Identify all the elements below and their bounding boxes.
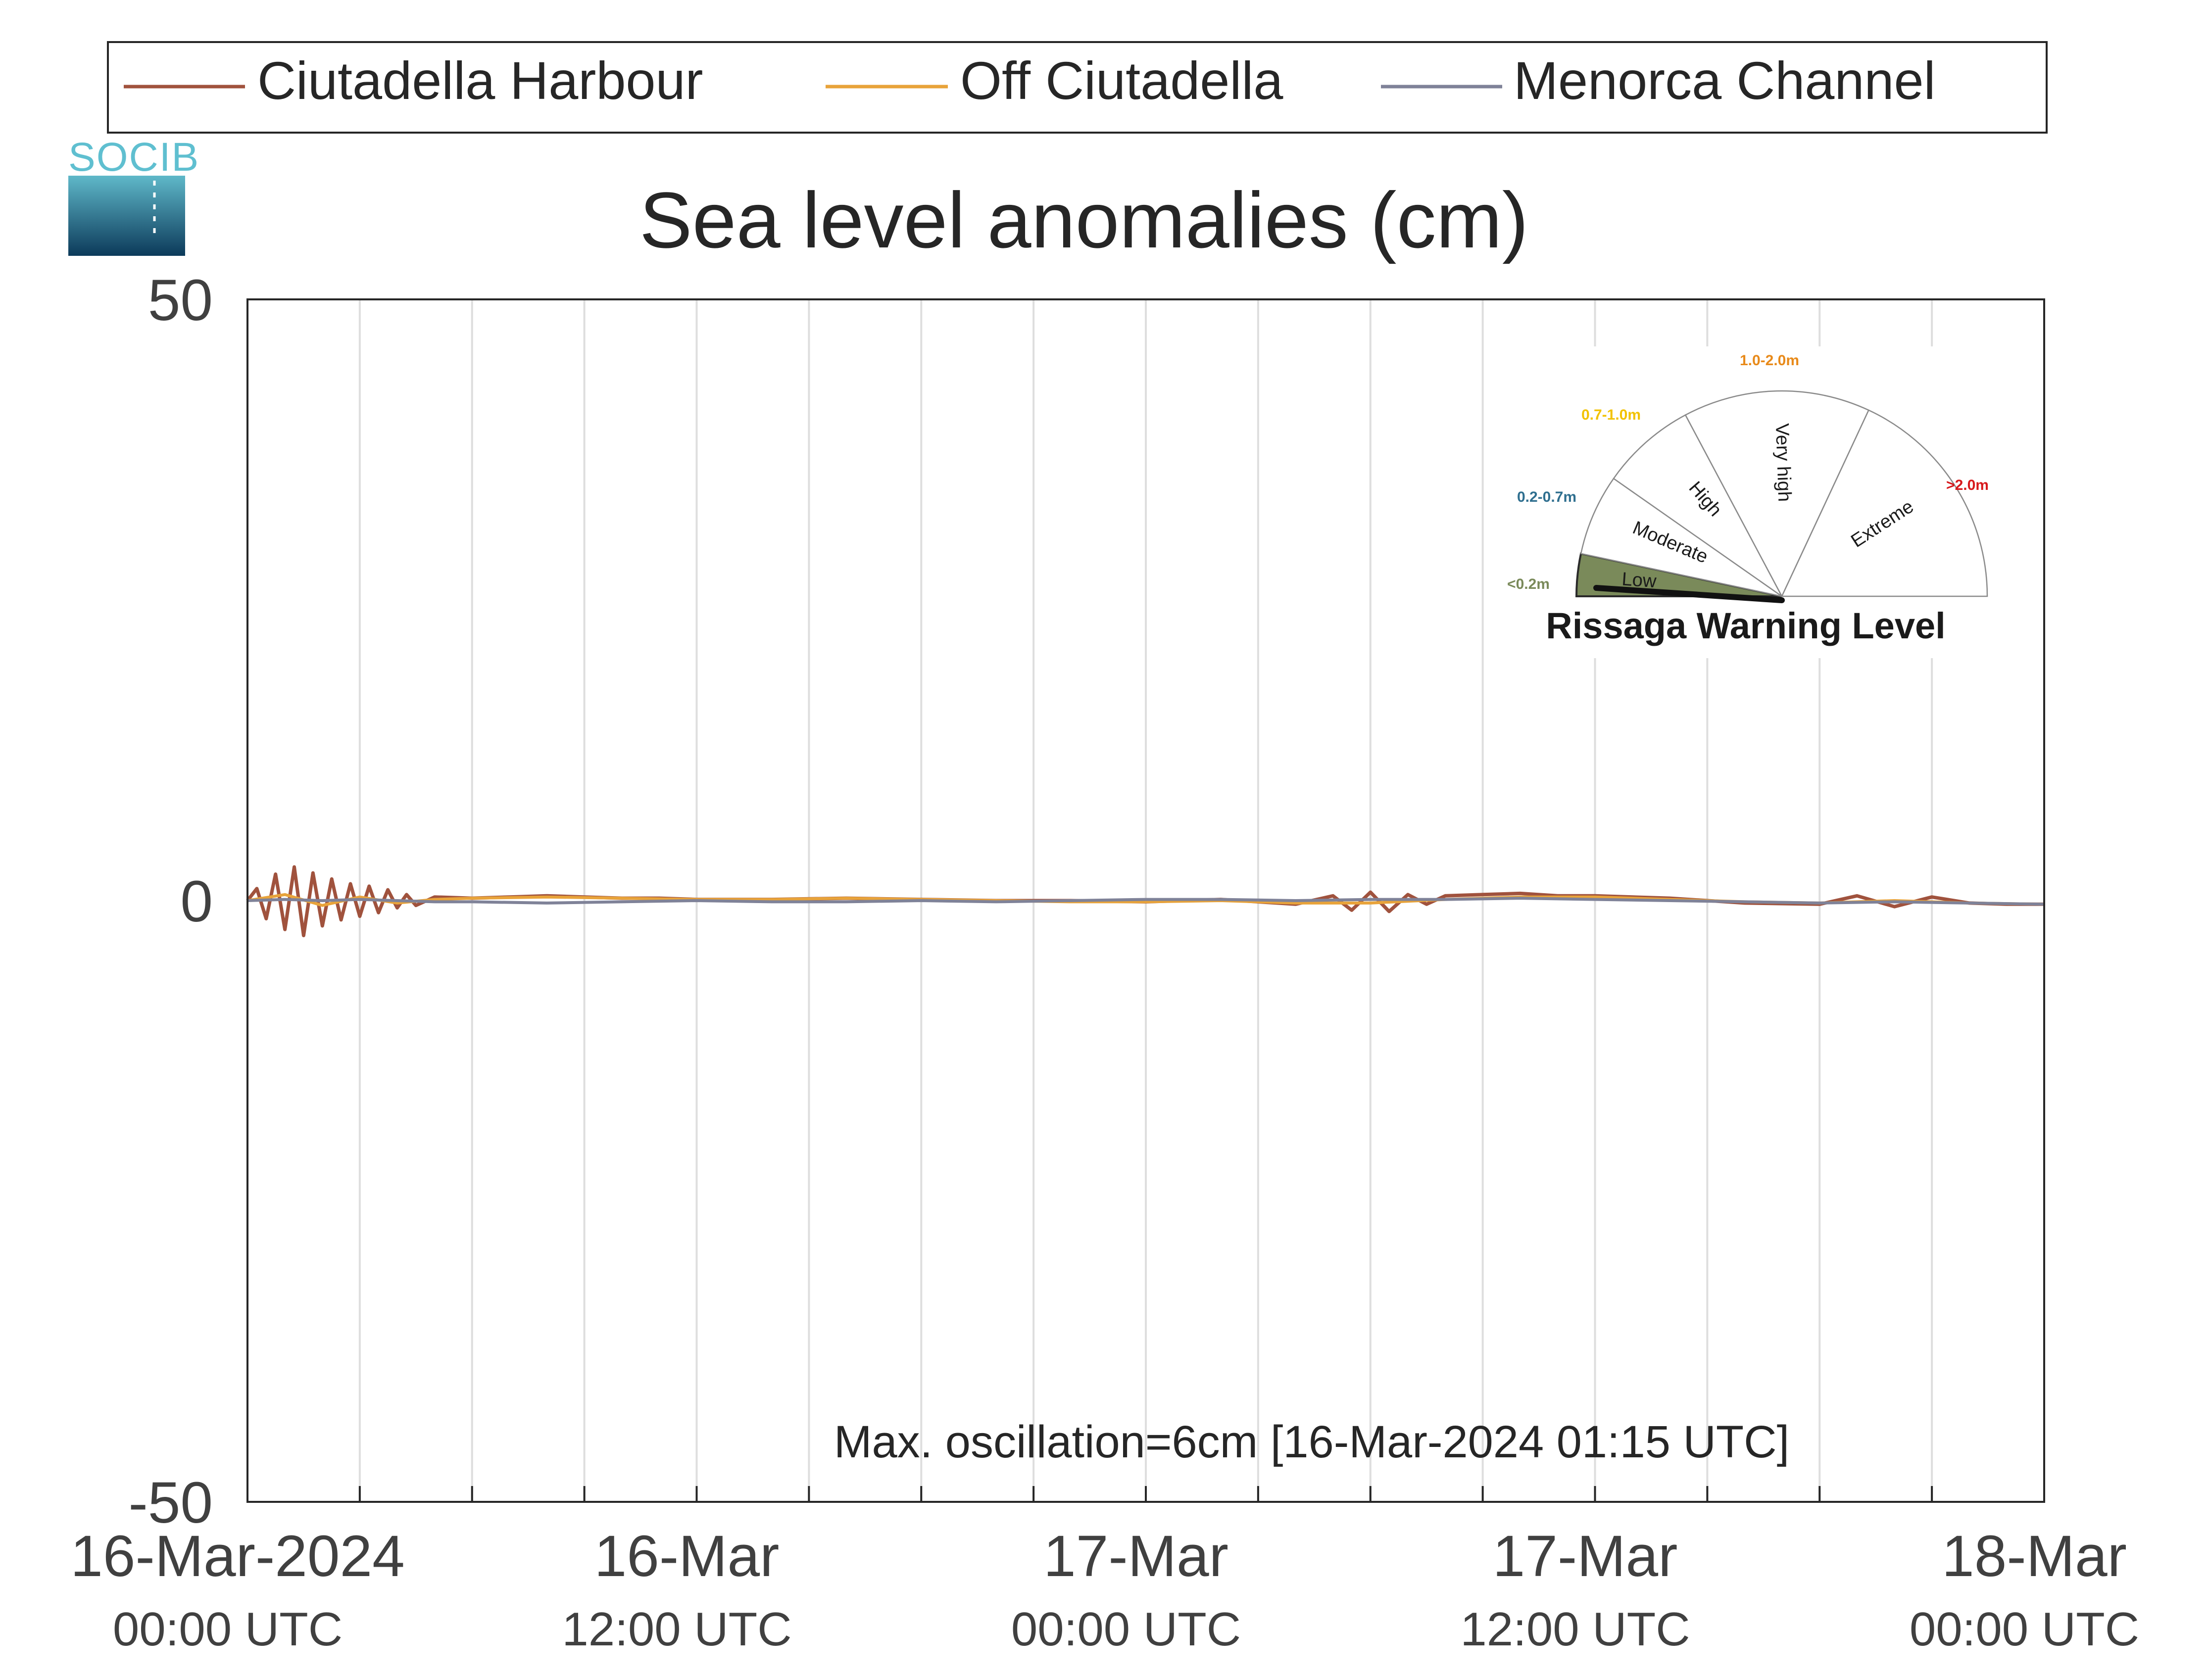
series-line-menorca-channel bbox=[247, 897, 2045, 906]
legend-label-menorca-channel: Menorca Channel bbox=[1514, 50, 1936, 110]
y-tick-label: -50 bbox=[128, 1470, 213, 1536]
x-tick-label-time: 00:00 UTC bbox=[1910, 1603, 2139, 1656]
gauge-sector-very-high bbox=[1684, 390, 1870, 598]
x-axis-ticks bbox=[358, 1486, 1933, 1502]
gauge-range-label: 0.2-0.7m bbox=[1517, 489, 1576, 505]
gauge-range-label: 1.0-2.0m bbox=[1740, 352, 1799, 369]
legend-label-off-ciutadella: Off Ciutadella bbox=[960, 50, 1283, 110]
x-tick-label-time: 12:00 UTC bbox=[1460, 1603, 1690, 1656]
logo-wave-block bbox=[68, 176, 185, 256]
gauge-sector-high bbox=[1613, 414, 1783, 597]
logo-text: SOCIB bbox=[68, 135, 199, 180]
series-lines bbox=[246, 865, 2045, 937]
x-tick-label-date: 17-Mar bbox=[1043, 1524, 1228, 1589]
gauge-title: Rissaga Warning Level bbox=[1546, 605, 1945, 646]
legend: Ciutadella Harbour Off Ciutadella Menorc… bbox=[107, 41, 2048, 134]
x-tick-label-date: 16-Mar bbox=[594, 1524, 780, 1589]
x-tick-label-time: 00:00 UTC bbox=[113, 1603, 343, 1656]
legend-box bbox=[107, 41, 2048, 134]
x-tick-label-time: 12:00 UTC bbox=[562, 1603, 791, 1656]
y-axis-labels: -50 0 50 bbox=[128, 268, 213, 1536]
legend-label-ciutadella-harbour: Ciutadella Harbour bbox=[257, 50, 703, 110]
x-tick-label-date: 17-Mar bbox=[1493, 1524, 1678, 1589]
gauge-needle bbox=[1593, 585, 1785, 603]
socib-logo: SOCIB bbox=[68, 135, 199, 256]
gauge-sectors bbox=[1575, 390, 1988, 598]
x-tick-label-date: 16-Mar-2024 bbox=[70, 1524, 405, 1589]
y-tick-label: 0 bbox=[180, 869, 213, 934]
gauge-level-name: Very high bbox=[1771, 423, 1795, 502]
x-tick-label-time: 00:00 UTC bbox=[1011, 1603, 1241, 1656]
gauge-sector-extreme bbox=[1781, 409, 1988, 597]
chart-title: Sea level anomalies (cm) bbox=[639, 176, 1528, 264]
x-axis-labels: 16-Mar-2024 00:00 UTC 16-Mar 12:00 UTC 17-Ma… bbox=[70, 1524, 2139, 1656]
gauge-sector-moderate bbox=[1580, 478, 1782, 597]
gauge-range-label: <0.2m bbox=[1507, 576, 1550, 592]
gauge-range-label: 0.7-1.0m bbox=[1581, 407, 1641, 423]
y-tick-label: 50 bbox=[148, 268, 213, 333]
gauge-range-label: >2.0m bbox=[1946, 477, 1989, 493]
x-tick-label-date: 18-Mar bbox=[1942, 1524, 2127, 1589]
max-oscillation-annotation: Max. oscillation=6cm [16-Mar-2024 01:15 … bbox=[834, 1417, 1789, 1467]
